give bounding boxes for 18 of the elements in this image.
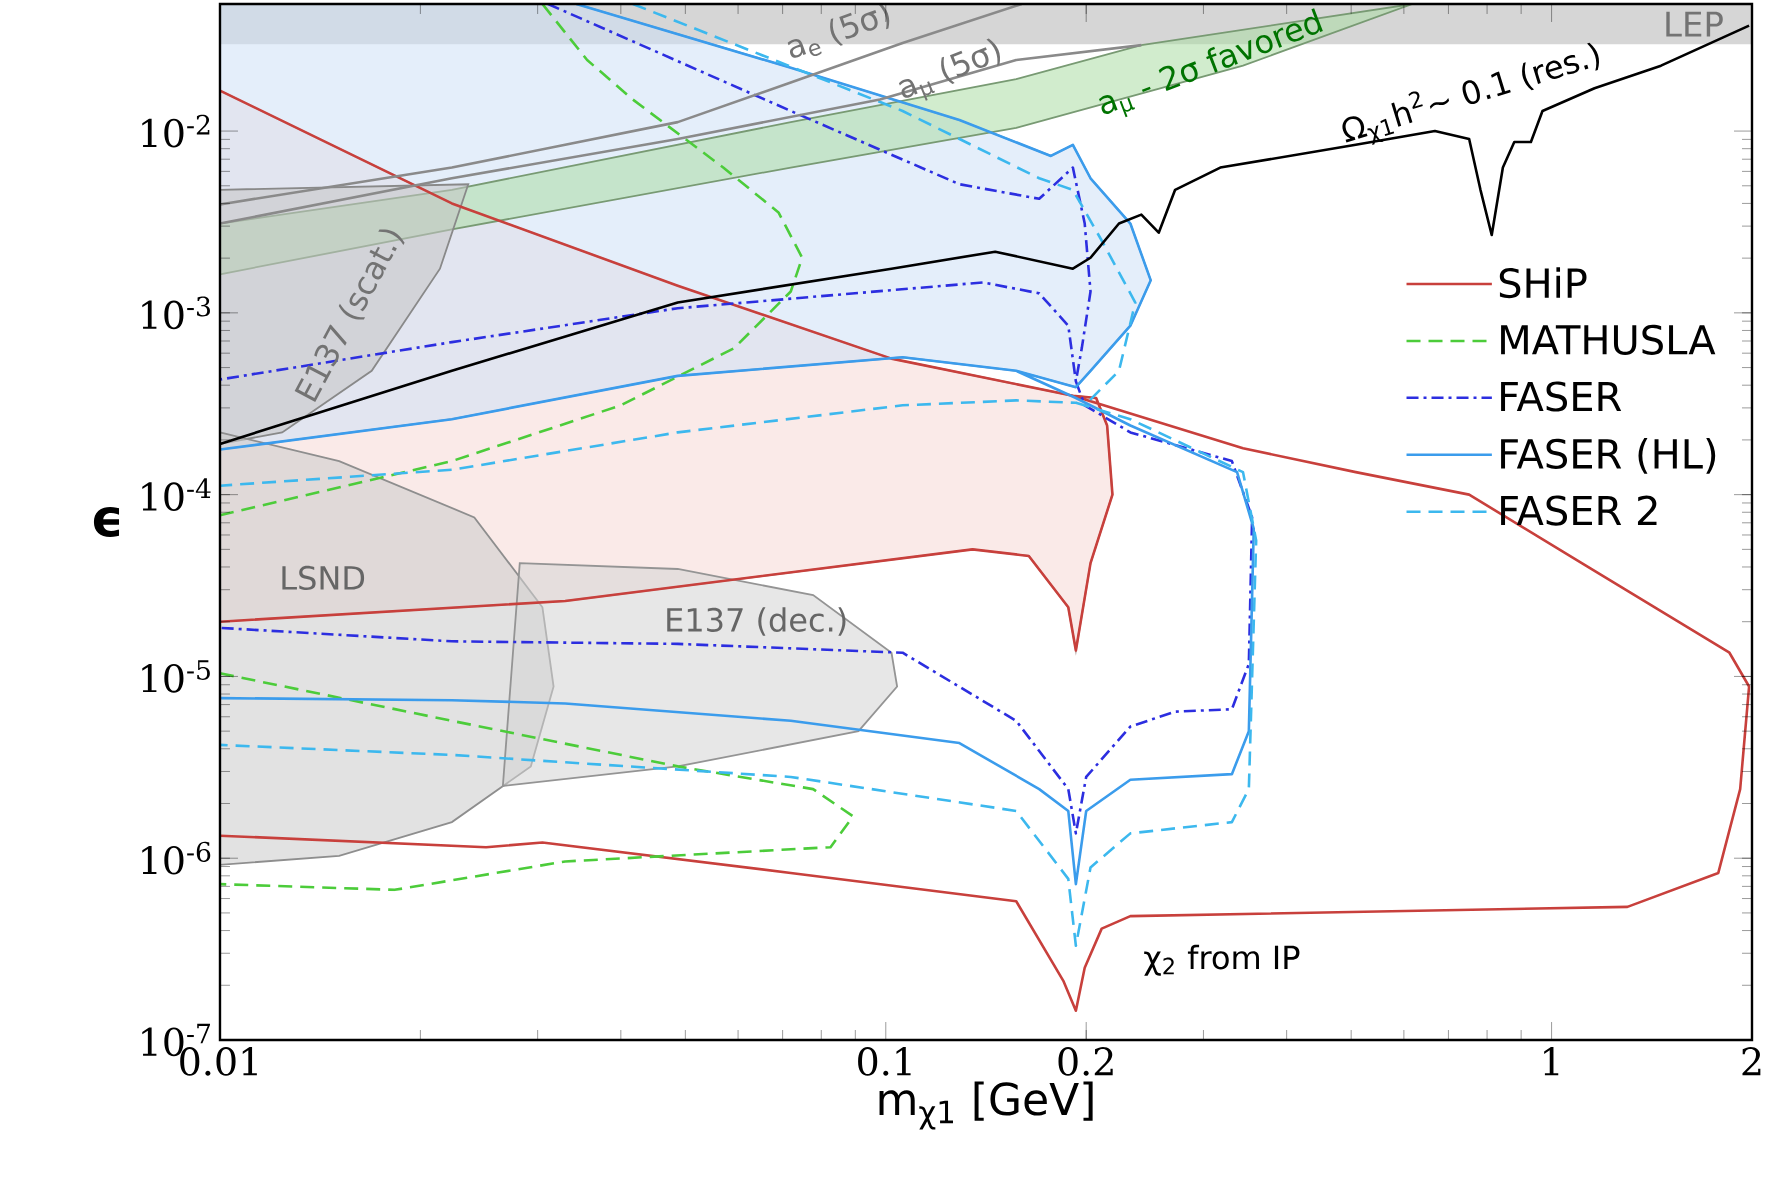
x-tick-label: 0.1	[858, 1047, 911, 1076]
x-axis-title: m$_{χ1}$ [GeV]	[879, 1081, 1093, 1130]
y-axis-title: ϵ	[93, 507, 120, 537]
y-tick-label: 10$^{-5}$	[142, 660, 210, 693]
annotation: χ$_{2}$ from IP	[1144, 944, 1300, 976]
x-tick-label: 1	[1544, 1047, 1559, 1076]
legend-label: FASER	[1501, 381, 1622, 412]
legend-label: FASER (HL)	[1501, 438, 1716, 474]
y-tick-label: 10$^{-3}$	[142, 296, 210, 330]
y-tick-label: 10$^{-6}$	[142, 841, 211, 875]
y-tick-label: 10$^{-4}$	[142, 478, 211, 512]
y-tick-label: 10$^{-2}$	[142, 114, 210, 148]
legend-label: SHiP	[1499, 267, 1587, 299]
legend-label: MATHUSLA	[1501, 324, 1716, 355]
x-tick-label: 0.2	[1058, 1047, 1113, 1076]
x-tick-label: 2	[1742, 1047, 1761, 1076]
band-label: LEP	[1666, 11, 1723, 37]
legend-label: FASER 2	[1501, 495, 1657, 526]
